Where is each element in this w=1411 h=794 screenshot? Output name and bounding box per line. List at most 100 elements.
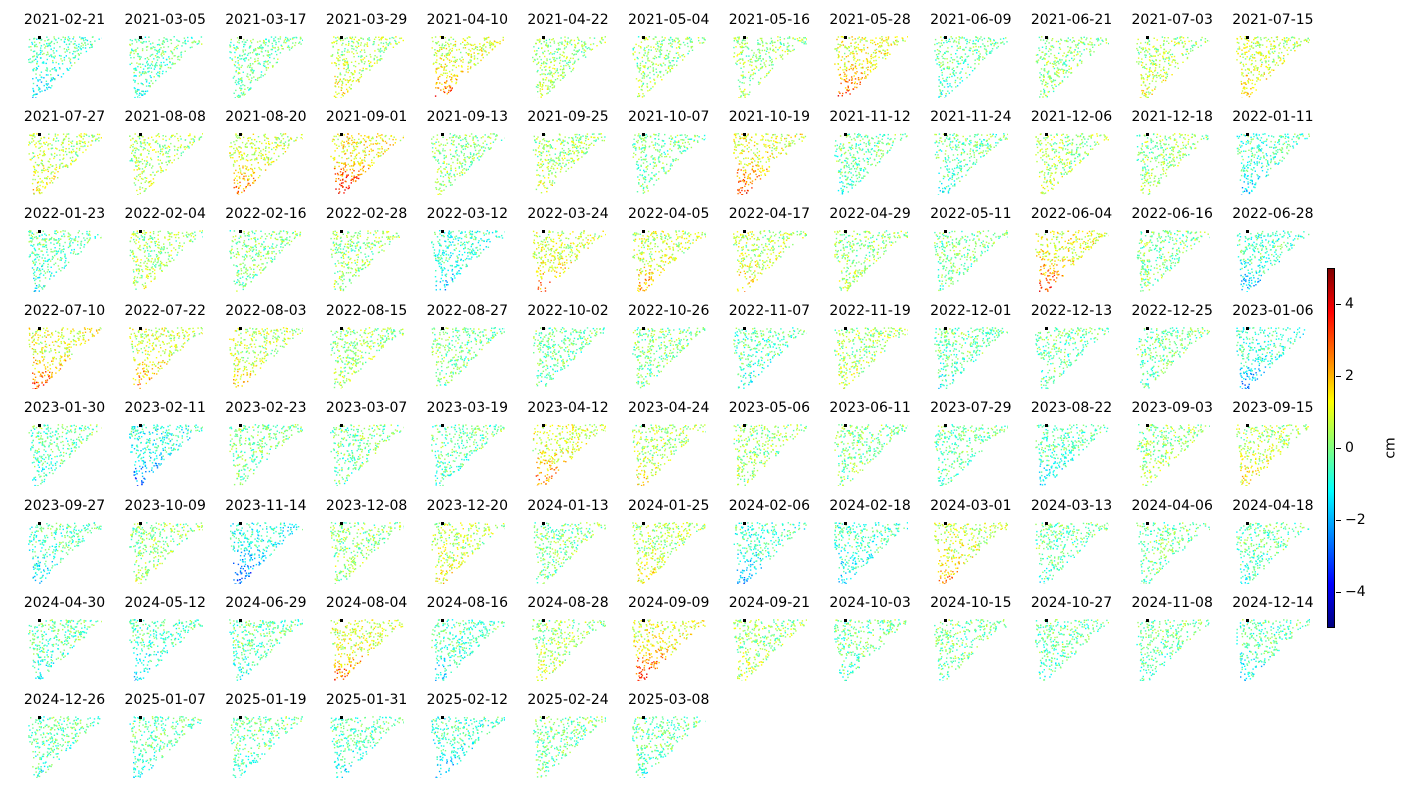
displacement-map bbox=[632, 133, 707, 194]
panel-date: 2021-12-18 bbox=[1122, 109, 1223, 125]
panel-date: 2021-05-28 bbox=[820, 12, 921, 28]
map-panel: 2021-09-13 bbox=[417, 109, 518, 197]
reference-point bbox=[138, 36, 142, 39]
colorbar-tick bbox=[1336, 376, 1341, 377]
displacement-map bbox=[28, 327, 102, 390]
displacement-map bbox=[532, 133, 606, 194]
displacement-map bbox=[732, 230, 807, 293]
displacement-map bbox=[28, 133, 102, 195]
panel-date: 2022-12-13 bbox=[1021, 303, 1122, 319]
map-panel: 2022-03-12 bbox=[417, 206, 518, 294]
reference-point bbox=[1145, 133, 1149, 137]
panel-date: 2022-06-16 bbox=[1122, 206, 1223, 222]
displacement-map bbox=[230, 521, 304, 584]
reference-point bbox=[440, 424, 444, 428]
colorbar-tick-label: 0 bbox=[1345, 441, 1354, 455]
reference-point bbox=[1045, 424, 1048, 428]
panel-date: 2021-11-24 bbox=[920, 109, 1021, 125]
reference-point bbox=[642, 521, 646, 525]
displacement-map bbox=[934, 230, 1009, 292]
panel-date: 2024-08-28 bbox=[518, 595, 619, 611]
map-panel: 2023-09-15 bbox=[1222, 400, 1323, 488]
displacement-map bbox=[632, 424, 707, 487]
map-panel: 2023-12-08 bbox=[316, 498, 417, 586]
panel-date: 2023-01-06 bbox=[1222, 303, 1323, 319]
map-panel: 2022-03-24 bbox=[518, 206, 619, 294]
displacement-map bbox=[430, 424, 505, 487]
map-panel: 2024-11-08 bbox=[1122, 595, 1223, 683]
panel-date: 2024-10-15 bbox=[920, 595, 1021, 611]
displacement-map bbox=[531, 618, 606, 681]
reference-point bbox=[440, 230, 444, 234]
reference-point bbox=[742, 36, 746, 39]
reference-point bbox=[1246, 230, 1250, 234]
map-panel: 2022-10-02 bbox=[518, 303, 619, 391]
displacement-map bbox=[1035, 618, 1109, 681]
map-panel: 2022-11-19 bbox=[820, 303, 921, 391]
panel-date: 2021-10-07 bbox=[618, 109, 719, 125]
panel-date: 2023-09-15 bbox=[1222, 400, 1323, 416]
displacement-map bbox=[1135, 327, 1210, 389]
displacement-map bbox=[733, 327, 807, 390]
panel-date: 2021-03-17 bbox=[215, 12, 316, 28]
displacement-map bbox=[733, 133, 806, 196]
map-panel: 2021-06-09 bbox=[920, 12, 1021, 100]
panel-date: 2022-07-22 bbox=[115, 303, 216, 319]
panel-date: 2024-08-04 bbox=[316, 595, 417, 611]
displacement-map bbox=[431, 36, 504, 97]
displacement-map bbox=[733, 521, 807, 584]
displacement-map bbox=[230, 715, 304, 778]
map-panel: 2021-09-25 bbox=[518, 109, 619, 197]
reference-point bbox=[642, 715, 646, 719]
displacement-map bbox=[129, 230, 203, 291]
reference-point bbox=[944, 36, 948, 39]
map-panel: 2023-11-14 bbox=[215, 498, 316, 586]
displacement-map bbox=[330, 715, 405, 778]
panel-date: 2021-08-20 bbox=[215, 109, 316, 125]
map-panel: 2024-02-18 bbox=[820, 498, 921, 586]
panel-date: 2022-08-27 bbox=[417, 303, 518, 319]
map-panel: 2022-12-01 bbox=[920, 303, 1021, 391]
map-panel: 2024-03-13 bbox=[1021, 498, 1122, 586]
panel-date: 2023-04-12 bbox=[518, 400, 619, 416]
map-panel: 2022-02-28 bbox=[316, 206, 417, 294]
map-panel: 2023-05-06 bbox=[719, 400, 820, 488]
map-panel: 2021-02-21 bbox=[14, 12, 115, 100]
reference-point bbox=[642, 230, 646, 234]
displacement-map bbox=[1135, 521, 1210, 584]
map-panel: 2021-12-18 bbox=[1122, 109, 1223, 197]
displacement-map bbox=[330, 36, 405, 98]
map-panel: 2021-10-07 bbox=[618, 109, 719, 197]
reference-point bbox=[843, 230, 847, 234]
panel-date: 2022-11-07 bbox=[719, 303, 820, 319]
reference-point bbox=[440, 618, 444, 622]
map-panel: 2021-05-16 bbox=[719, 12, 820, 100]
panel-date: 2025-01-19 bbox=[215, 692, 316, 708]
displacement-map bbox=[1035, 424, 1109, 486]
displacement-map bbox=[632, 618, 706, 681]
panel-date: 2022-05-11 bbox=[920, 206, 1021, 222]
panel-date: 2023-09-27 bbox=[14, 498, 115, 514]
displacement-map bbox=[128, 36, 203, 98]
displacement-map bbox=[833, 521, 908, 584]
panel-date: 2023-09-03 bbox=[1122, 400, 1223, 416]
map-panel: 2021-08-08 bbox=[115, 109, 216, 197]
reference-point bbox=[1246, 424, 1250, 428]
panel-date: 2022-08-15 bbox=[316, 303, 417, 319]
reference-point bbox=[541, 424, 545, 428]
panel-date: 2022-10-26 bbox=[618, 303, 719, 319]
map-panel: 2025-02-24 bbox=[518, 692, 619, 780]
reference-point bbox=[541, 618, 545, 622]
panel-date: 2025-02-12 bbox=[417, 692, 518, 708]
displacement-map bbox=[1035, 521, 1109, 584]
displacement-map bbox=[430, 133, 505, 196]
reference-point bbox=[1045, 133, 1048, 137]
panel-date: 2024-03-01 bbox=[920, 498, 1021, 514]
panel-date: 2023-03-07 bbox=[316, 400, 417, 416]
map-panel: 2024-09-09 bbox=[618, 595, 719, 683]
map-panel: 2021-10-19 bbox=[719, 109, 820, 197]
map-panel: 2022-11-07 bbox=[719, 303, 820, 391]
map-panel: 2021-12-06 bbox=[1021, 109, 1122, 197]
reference-point bbox=[843, 36, 847, 39]
map-panel: 2023-06-11 bbox=[820, 400, 921, 488]
